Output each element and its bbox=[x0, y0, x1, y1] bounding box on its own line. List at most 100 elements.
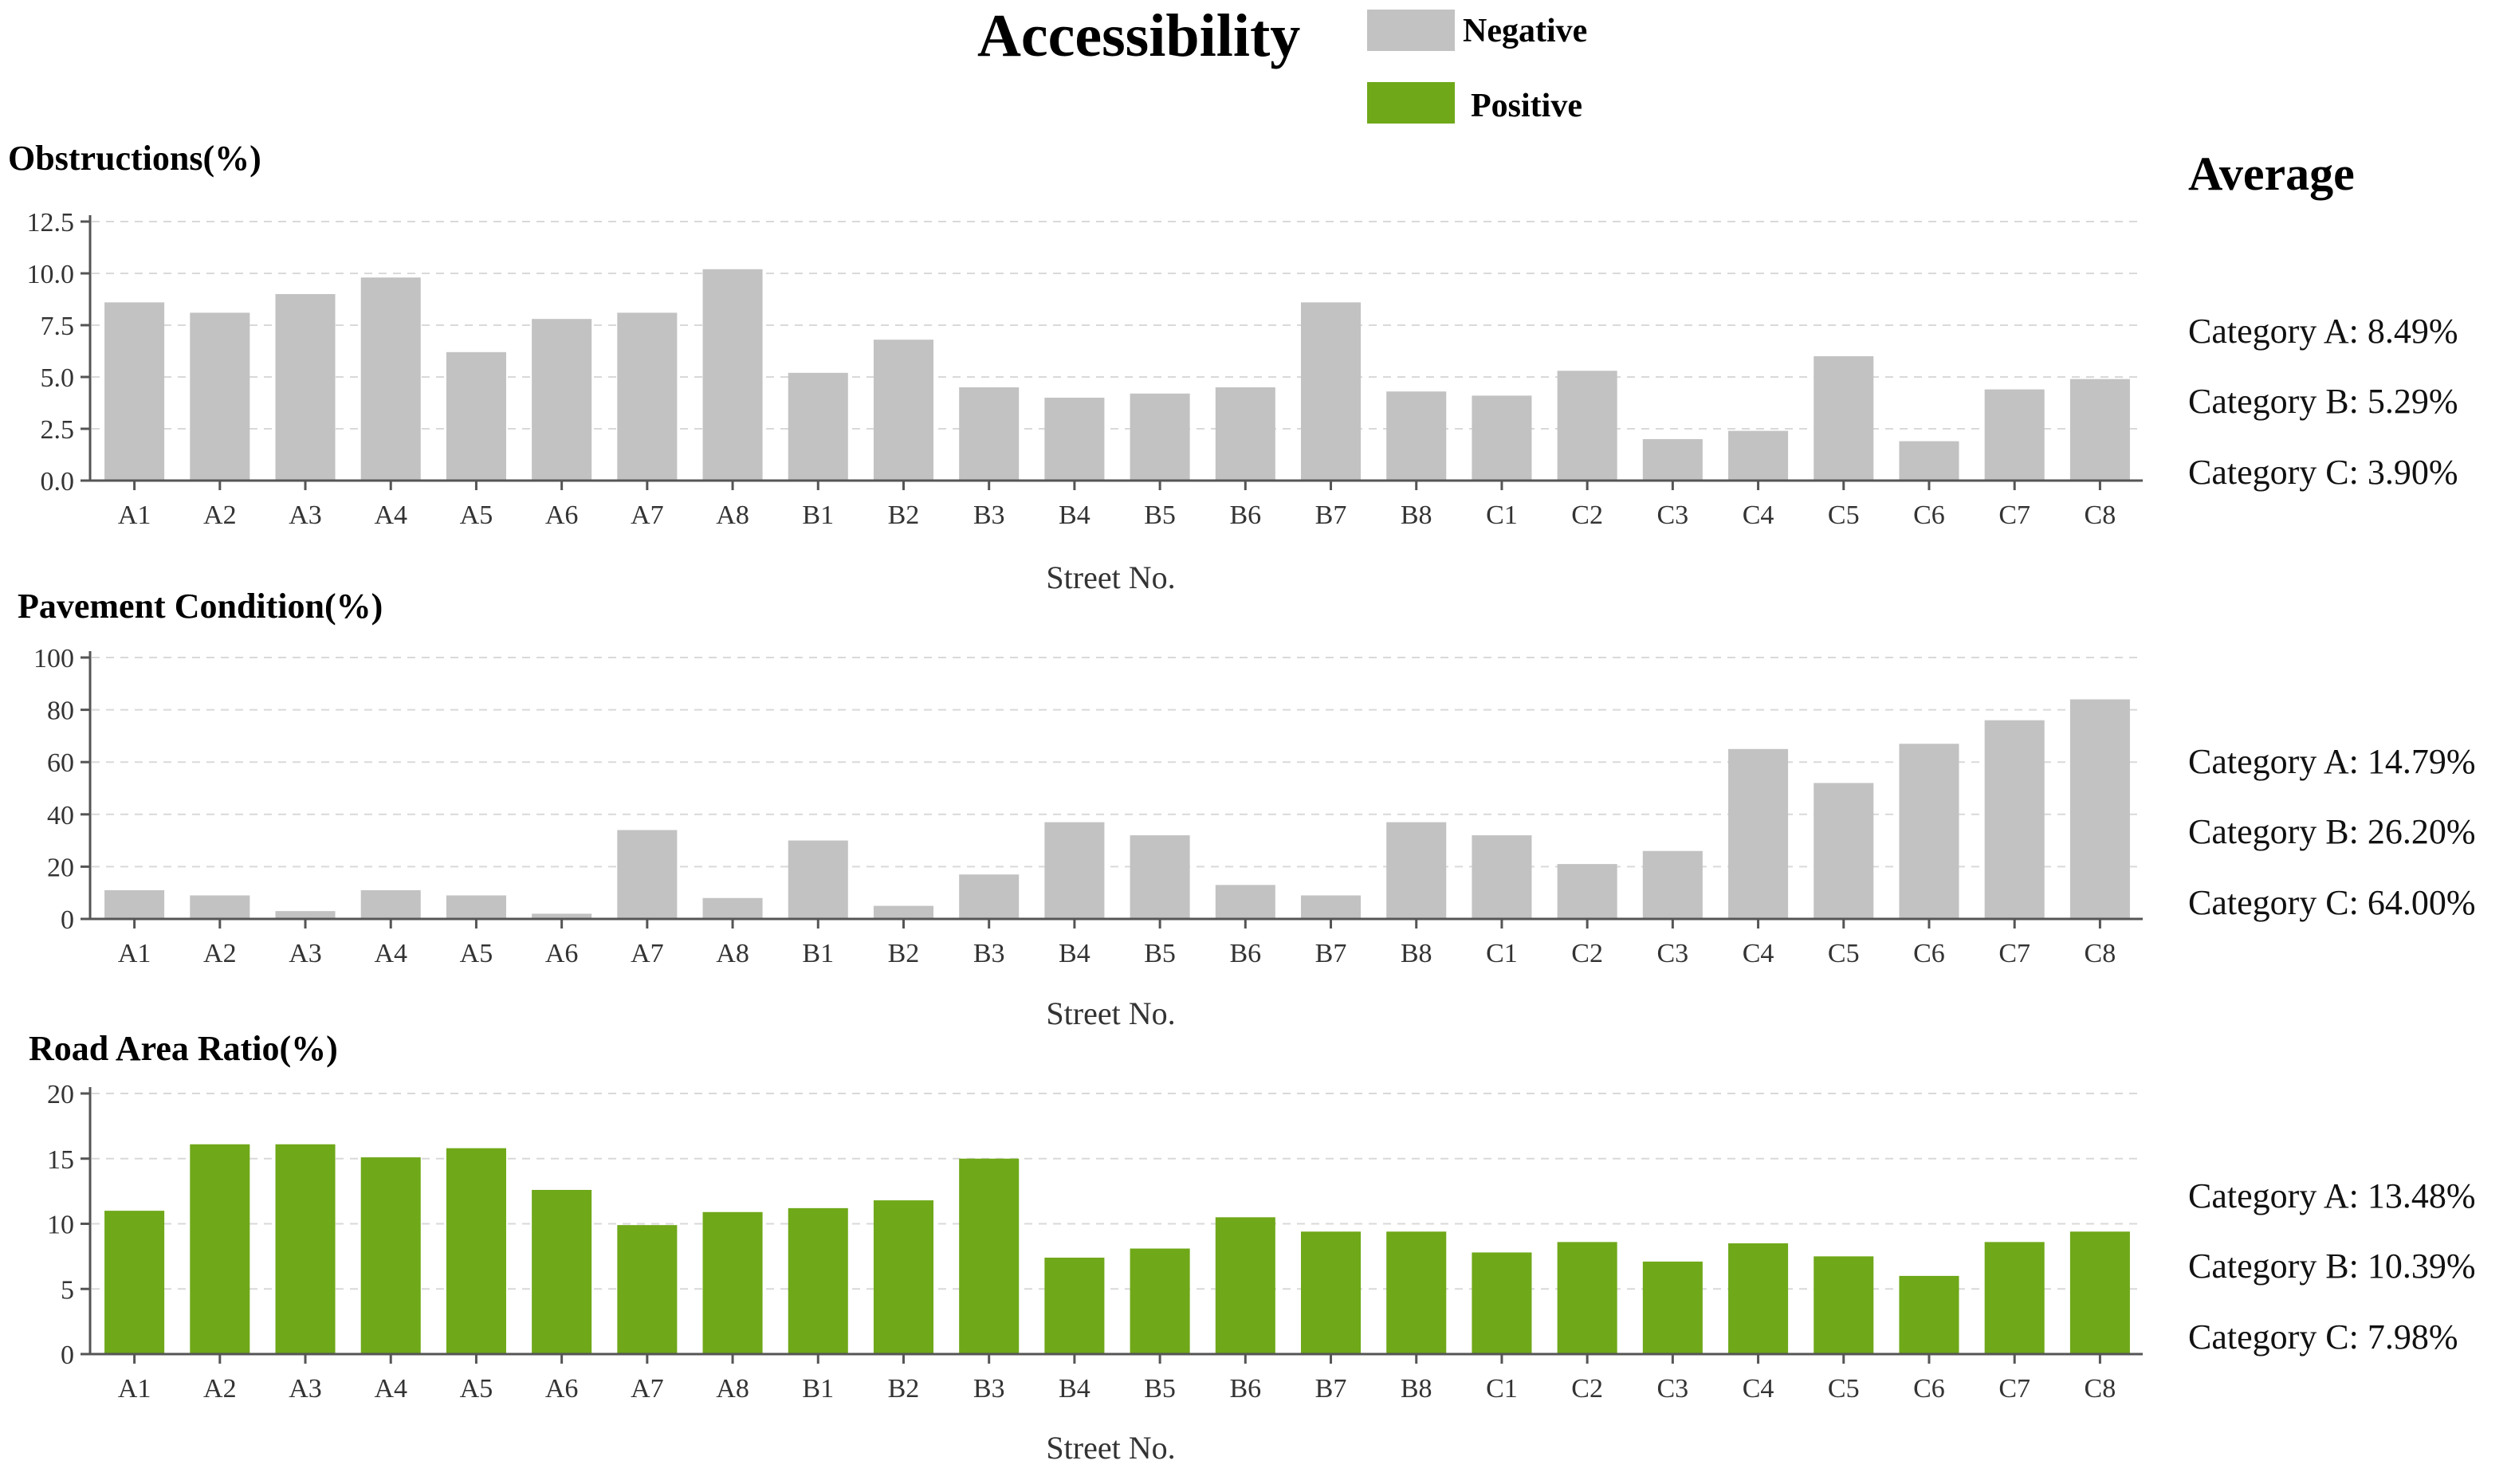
bar-A8 bbox=[702, 897, 763, 919]
bar-A8 bbox=[702, 1211, 763, 1354]
bar-C3 bbox=[1642, 1261, 1703, 1354]
x-tick-label: B8 bbox=[1401, 1374, 1432, 1404]
x-tick-label: C2 bbox=[1571, 1374, 1603, 1404]
x-tick-label: B6 bbox=[1229, 939, 1261, 968]
y-tick-label: 2.5 bbox=[41, 415, 75, 445]
y-tick-label: 12.5 bbox=[27, 208, 75, 238]
x-tick-label: A6 bbox=[545, 501, 579, 530]
y-tick-label: 80 bbox=[47, 697, 74, 726]
bar-C8 bbox=[2069, 379, 2130, 481]
bar-A6 bbox=[532, 913, 592, 919]
bar-A5 bbox=[446, 895, 506, 919]
x-tick-label: A4 bbox=[374, 939, 407, 968]
bar-B8 bbox=[1386, 391, 1447, 481]
x-tick-label: C7 bbox=[1998, 501, 2030, 530]
x-tick-label: B8 bbox=[1401, 501, 1432, 530]
x-tick-label: B5 bbox=[1144, 939, 1176, 968]
bar-C5 bbox=[1814, 356, 1874, 481]
panel-title: Road Area Ratio(%) bbox=[29, 1029, 338, 1068]
x-tick-label: C1 bbox=[1486, 1374, 1518, 1404]
x-tick-label: B5 bbox=[1144, 1374, 1176, 1404]
y-tick-label: 7.5 bbox=[41, 312, 75, 341]
bar-A7 bbox=[617, 312, 678, 481]
chart-panels: Obstructions(%) 0.0 2.5 5.0 7.5 10.0 12.5 A1 A2 A… bbox=[8, 139, 2476, 1466]
x-tick-label: B1 bbox=[802, 939, 834, 968]
x-tick-label: C3 bbox=[1657, 939, 1689, 968]
x-tick-label: B4 bbox=[1059, 939, 1090, 968]
y-tick-label: 10 bbox=[47, 1211, 74, 1240]
bar-B1 bbox=[788, 1207, 848, 1354]
bar-C8 bbox=[2069, 1231, 2130, 1354]
panel-title: Pavement Condition(%) bbox=[18, 587, 383, 626]
x-tick-label: B1 bbox=[802, 1374, 834, 1404]
y-tick-label: 40 bbox=[47, 801, 74, 830]
bar-B4 bbox=[1044, 1258, 1105, 1354]
x-tick-label: C3 bbox=[1657, 501, 1689, 530]
x-tick-label: C2 bbox=[1571, 501, 1603, 530]
bar-C7 bbox=[1984, 1242, 2045, 1354]
x-tick-label: A3 bbox=[289, 1374, 322, 1404]
y-tick-label: 60 bbox=[47, 748, 74, 778]
bar-A3 bbox=[275, 294, 336, 481]
x-tick-label: A7 bbox=[631, 1374, 664, 1404]
bar-C7 bbox=[1984, 389, 2045, 481]
bar-B4 bbox=[1044, 398, 1105, 481]
x-axis-label: Street No. bbox=[1046, 1430, 1175, 1466]
x-tick-label: C8 bbox=[2085, 939, 2116, 968]
x-axis-label: Street No. bbox=[1046, 559, 1175, 595]
bar-A4 bbox=[360, 1157, 421, 1354]
x-tick-label: A6 bbox=[545, 1374, 579, 1404]
x-tick-label: C7 bbox=[1998, 939, 2030, 968]
bar-A1 bbox=[104, 302, 165, 481]
legend-swatch-negative bbox=[1367, 10, 1455, 51]
bar-C5 bbox=[1814, 783, 1874, 919]
bar-B6 bbox=[1215, 1217, 1275, 1354]
average-category-A: Category A: 13.48% bbox=[2188, 1176, 2476, 1215]
x-tick-label: B3 bbox=[973, 1374, 1005, 1404]
bar-C3 bbox=[1642, 850, 1703, 919]
bar-C6 bbox=[1899, 441, 1959, 481]
bar-A2 bbox=[190, 895, 250, 919]
figure-title: Accessibility bbox=[977, 2, 1300, 69]
bar-B7 bbox=[1300, 302, 1362, 481]
bar-B1 bbox=[788, 840, 848, 919]
y-tick-label: 5 bbox=[61, 1275, 74, 1305]
x-tick-label: B4 bbox=[1059, 501, 1090, 530]
x-tick-label: A5 bbox=[460, 939, 493, 968]
bar-C1 bbox=[1472, 395, 1532, 481]
x-tick-label: B4 bbox=[1059, 1374, 1090, 1404]
x-tick-label: B2 bbox=[888, 1374, 920, 1404]
x-tick-label: B6 bbox=[1229, 1374, 1261, 1404]
x-tick-label: C5 bbox=[1828, 1374, 1860, 1404]
bar-A1 bbox=[104, 889, 165, 919]
x-tick-label: B5 bbox=[1144, 501, 1176, 530]
bar-C7 bbox=[1984, 720, 2045, 919]
bar-A4 bbox=[360, 889, 421, 919]
x-tick-label: B1 bbox=[802, 501, 834, 530]
bar-B2 bbox=[873, 340, 934, 481]
x-tick-label: A8 bbox=[716, 501, 749, 530]
x-tick-label: A1 bbox=[118, 501, 151, 530]
bar-C3 bbox=[1642, 439, 1703, 481]
bar-C1 bbox=[1472, 835, 1532, 919]
y-tick-label: 100 bbox=[33, 644, 74, 673]
x-tick-label: A2 bbox=[203, 939, 237, 968]
x-tick-label: B3 bbox=[973, 939, 1005, 968]
bar-B2 bbox=[873, 1200, 934, 1354]
average-category-A: Category A: 14.79% bbox=[2188, 742, 2476, 781]
bar-B5 bbox=[1130, 835, 1190, 919]
panel-3: Road Area Ratio(%) 0 5 10 15 20 A1 A2 A3 A4 A5 A6 A7… bbox=[29, 1029, 2476, 1466]
x-tick-label: C4 bbox=[1743, 501, 1774, 530]
average-category-B: Category B: 5.29% bbox=[2188, 382, 2458, 421]
x-tick-label: B2 bbox=[888, 939, 920, 968]
bar-A4 bbox=[360, 277, 421, 481]
bar-C4 bbox=[1728, 430, 1789, 481]
y-tick-label: 0 bbox=[61, 1341, 74, 1370]
x-tick-label: C3 bbox=[1657, 1374, 1689, 1404]
y-tick-label: 0.0 bbox=[41, 467, 75, 497]
average-category-C: Category C: 7.98% bbox=[2188, 1317, 2458, 1356]
bar-B4 bbox=[1044, 822, 1105, 919]
bar-A6 bbox=[532, 319, 592, 481]
bar-A5 bbox=[446, 1148, 506, 1354]
bar-B8 bbox=[1386, 822, 1447, 919]
